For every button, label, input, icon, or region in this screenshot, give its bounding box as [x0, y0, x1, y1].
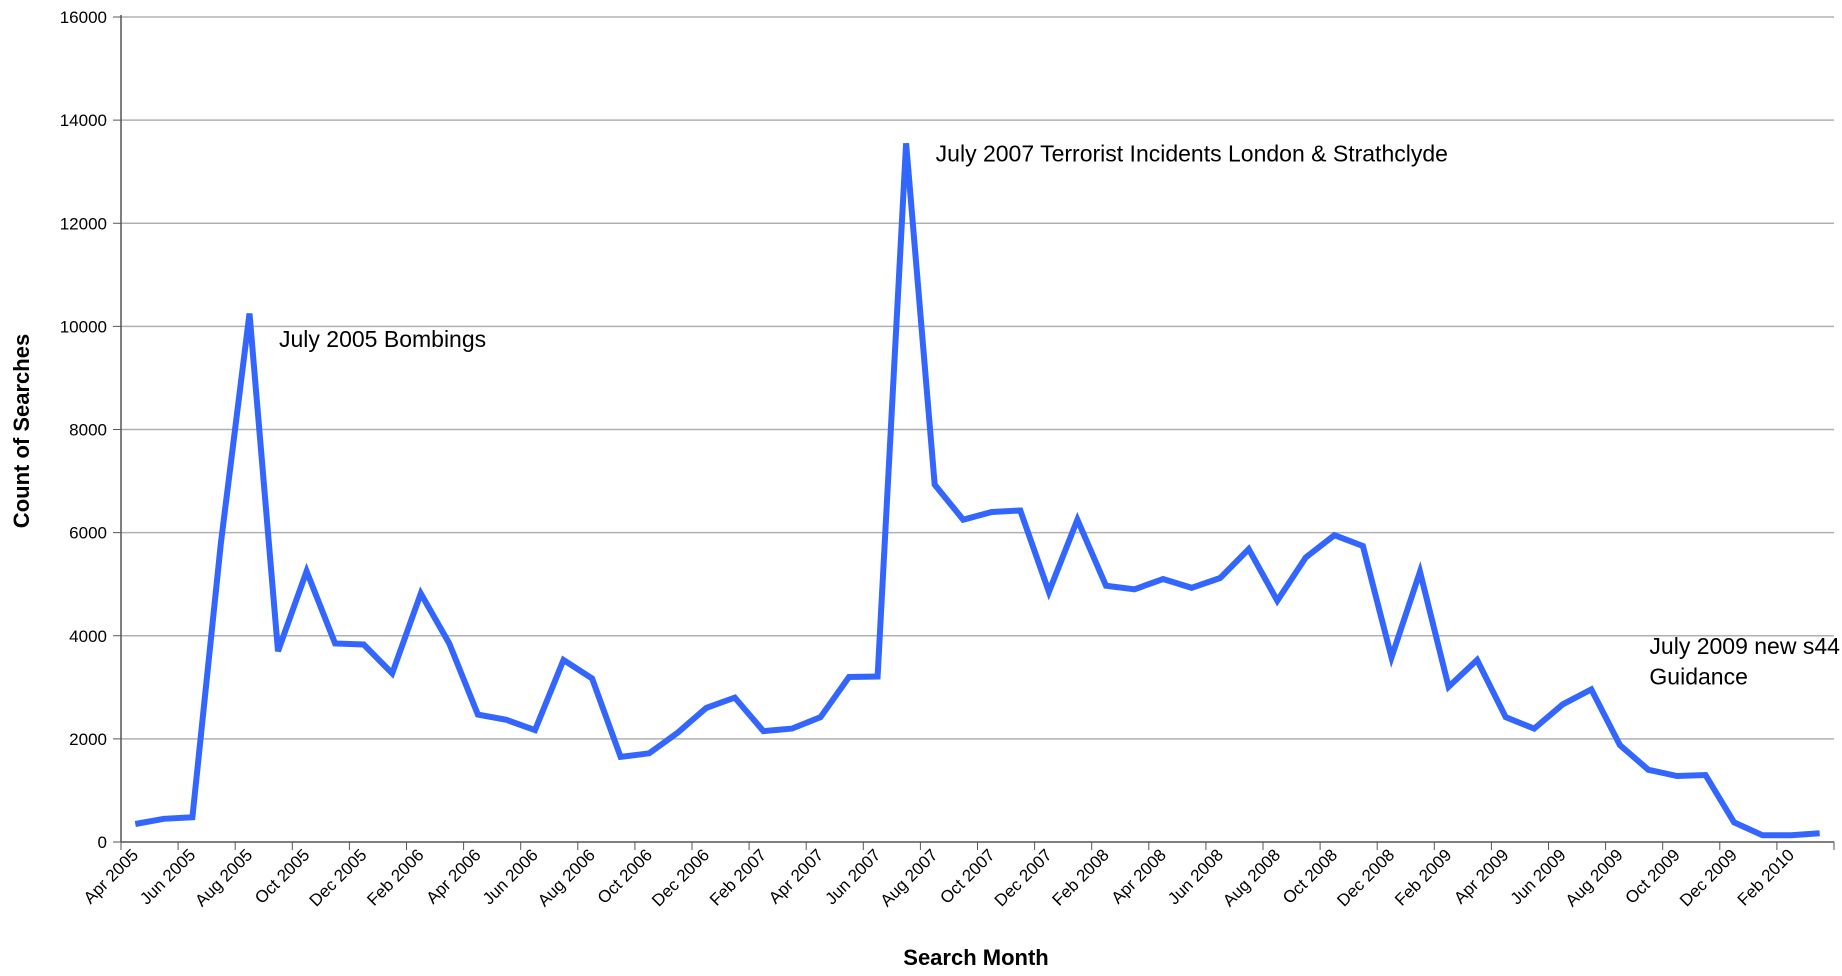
x-tick-label: Apr 2008	[1108, 845, 1170, 907]
x-tick-label: Oct 2008	[1279, 845, 1341, 907]
x-tick-label: Oct 2006	[594, 845, 656, 907]
x-tick-label: Dec 2007	[991, 845, 1056, 910]
x-tick-label: Oct 2007	[936, 845, 998, 907]
y-tick-label: 10000	[60, 317, 107, 336]
series-layer	[134, 143, 1820, 839]
x-tick-label: Dec 2008	[1333, 845, 1398, 910]
x-tick-label: Feb 2007	[706, 845, 770, 909]
annotations: July 2005 Bombings July 2007 Terrorist In…	[279, 140, 1840, 689]
y-tick-label: 2000	[69, 730, 107, 749]
annotation-label: July 2007 Terrorist Incidents London & S…	[936, 140, 1448, 166]
x-axis-title: Search Month	[903, 945, 1048, 970]
y-tick-label: 4000	[69, 627, 107, 646]
x-tick-label: Jun 2008	[1164, 845, 1227, 908]
x-tick-label: Feb 2006	[363, 845, 427, 909]
x-tick-label: Aug 2006	[534, 845, 599, 910]
x-tick-label: Apr 2007	[765, 845, 827, 907]
x-tick-label: Jun 2007	[822, 845, 885, 908]
annotation-label: July 2005 Bombings	[279, 326, 486, 352]
x-tick-label: Apr 2005	[80, 845, 142, 907]
series-line	[134, 143, 1820, 839]
x-tick-label: Jun 2006	[479, 845, 542, 908]
y-tick-label: 16000	[60, 8, 107, 27]
x-tick-label: Aug 2007	[877, 845, 942, 910]
x-tick-label: Aug 2008	[1219, 845, 1284, 910]
annotation-label: July 2009 new s44	[1649, 633, 1840, 659]
x-tick-label: Dec 2005	[306, 845, 371, 910]
x-tick-label: Oct 2005	[251, 845, 313, 907]
gridlines	[121, 16, 1834, 740]
x-tick-label: Oct 2009	[1622, 845, 1684, 907]
y-tick-label: 0	[98, 833, 107, 852]
x-tick-label: Apr 2009	[1450, 845, 1512, 907]
x-tick-label: Dec 2006	[648, 845, 713, 910]
y-tick-label: 8000	[69, 421, 107, 440]
x-tick-label: Feb 2010	[1734, 845, 1798, 909]
x-tick-label: Feb 2009	[1391, 845, 1455, 909]
annotation-label: Guidance	[1649, 664, 1747, 690]
x-tick-label: Dec 2009	[1676, 845, 1741, 910]
x-tick-label: Jun 2005	[136, 845, 199, 908]
axes	[120, 15, 1834, 843]
y-tick-label: 6000	[69, 524, 107, 543]
y-axis-ticks: 0 2000 4000 6000 8000 10000 12000 14000 16000	[60, 8, 121, 852]
x-tick-label: Aug 2005	[191, 845, 256, 910]
x-tick-label: Apr 2006	[422, 845, 484, 907]
y-tick-label: 14000	[60, 111, 107, 130]
y-axis-title: Count of Searches	[9, 334, 34, 528]
x-tick-label: Feb 2008	[1049, 845, 1113, 909]
x-tick-label: Jun 2009	[1507, 845, 1570, 908]
x-tick-label: Aug 2009	[1562, 845, 1627, 910]
y-tick-label: 12000	[60, 214, 107, 233]
